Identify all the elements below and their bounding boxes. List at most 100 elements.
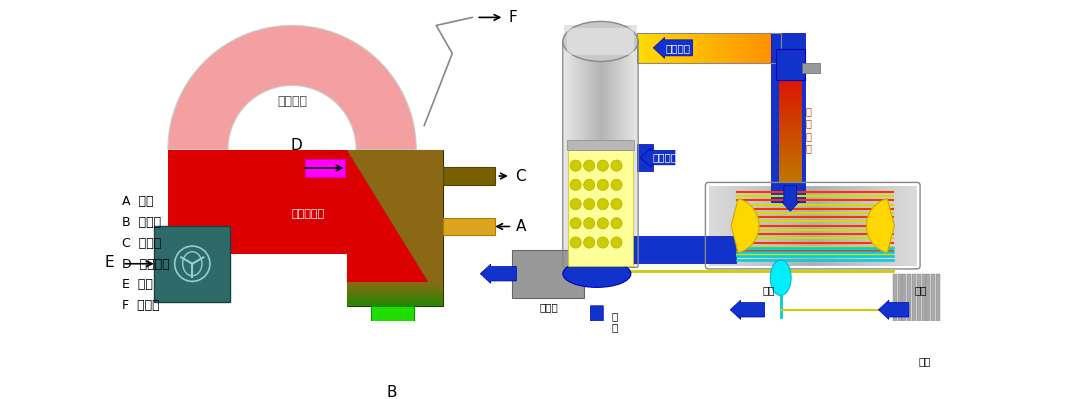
Bar xyxy=(779,160,801,161)
Circle shape xyxy=(611,237,622,248)
Bar xyxy=(636,33,781,63)
Bar xyxy=(779,134,801,135)
Bar xyxy=(568,150,633,266)
Bar xyxy=(779,98,801,99)
Text: A: A xyxy=(516,219,527,234)
Bar xyxy=(347,293,443,294)
Bar xyxy=(779,153,801,154)
Bar xyxy=(347,282,443,283)
Bar xyxy=(779,170,801,171)
Bar xyxy=(779,111,801,113)
Circle shape xyxy=(570,218,581,229)
Circle shape xyxy=(597,218,608,229)
Bar xyxy=(347,294,443,296)
Text: 高
温
蒸
汽: 高 温 蒸 汽 xyxy=(806,106,811,153)
Bar xyxy=(347,283,443,284)
Bar xyxy=(779,138,801,139)
Bar xyxy=(779,155,801,156)
Bar xyxy=(347,286,443,288)
Bar xyxy=(771,33,805,63)
FancyArrow shape xyxy=(730,300,765,320)
Bar xyxy=(779,78,801,79)
Bar xyxy=(347,300,443,301)
Circle shape xyxy=(597,237,608,248)
Bar xyxy=(347,298,443,299)
Bar xyxy=(779,82,801,83)
Bar xyxy=(347,297,443,298)
FancyArrow shape xyxy=(640,148,675,167)
Bar xyxy=(779,102,801,103)
Bar xyxy=(779,126,801,127)
FancyArrow shape xyxy=(889,351,924,370)
Circle shape xyxy=(611,179,622,190)
Bar xyxy=(370,306,414,350)
Bar xyxy=(779,104,801,105)
Bar xyxy=(779,149,801,150)
Bar xyxy=(936,274,940,346)
Bar xyxy=(567,140,634,150)
Bar xyxy=(347,150,443,306)
Bar xyxy=(779,130,801,131)
Bar xyxy=(927,274,931,346)
Text: D: D xyxy=(291,138,302,153)
Bar xyxy=(779,152,801,153)
Text: 过热物料: 过热物料 xyxy=(652,152,677,163)
Bar xyxy=(356,150,416,205)
Circle shape xyxy=(583,198,595,209)
Bar xyxy=(443,218,495,235)
Bar xyxy=(931,274,935,346)
Bar xyxy=(779,111,801,112)
Bar xyxy=(779,130,801,132)
Polygon shape xyxy=(347,150,443,306)
Bar xyxy=(779,126,801,128)
Bar xyxy=(347,298,443,300)
Bar xyxy=(779,174,801,175)
Bar xyxy=(779,119,801,120)
Bar xyxy=(167,150,228,254)
Text: C  浓缩液: C 浓缩液 xyxy=(122,237,162,250)
Bar xyxy=(779,174,801,176)
Bar xyxy=(779,114,801,115)
Bar xyxy=(347,304,443,305)
Bar xyxy=(779,170,801,172)
Bar xyxy=(897,274,902,346)
Bar xyxy=(347,289,443,290)
Bar xyxy=(779,87,801,88)
Bar xyxy=(583,266,610,274)
Bar xyxy=(779,168,801,169)
Bar xyxy=(779,172,801,173)
Bar xyxy=(893,274,896,346)
Bar xyxy=(779,115,801,117)
Bar xyxy=(779,158,801,160)
Bar xyxy=(779,178,801,179)
Bar xyxy=(779,148,801,149)
Bar xyxy=(913,274,916,346)
Bar xyxy=(779,181,801,182)
Bar xyxy=(779,151,801,152)
Bar xyxy=(779,106,801,107)
Text: 物
料: 物 料 xyxy=(611,311,618,333)
Bar xyxy=(779,154,801,156)
Bar xyxy=(779,118,801,119)
Bar xyxy=(347,291,443,292)
Bar xyxy=(779,112,801,113)
Ellipse shape xyxy=(770,260,792,295)
Bar xyxy=(779,158,801,159)
Bar xyxy=(356,150,416,205)
Bar xyxy=(347,284,443,285)
Text: F: F xyxy=(509,10,517,25)
Circle shape xyxy=(570,198,581,209)
Bar xyxy=(779,80,801,81)
Bar xyxy=(779,159,801,160)
Text: D  不凝气体: D 不凝气体 xyxy=(122,258,170,271)
Bar xyxy=(779,139,801,140)
Bar xyxy=(779,140,801,141)
Bar xyxy=(779,162,801,163)
Bar xyxy=(779,93,801,94)
Bar xyxy=(347,285,443,286)
Polygon shape xyxy=(347,150,443,306)
Circle shape xyxy=(570,160,581,171)
Text: C: C xyxy=(515,168,525,184)
Text: 物料: 物料 xyxy=(762,285,775,295)
Text: B: B xyxy=(387,385,397,399)
